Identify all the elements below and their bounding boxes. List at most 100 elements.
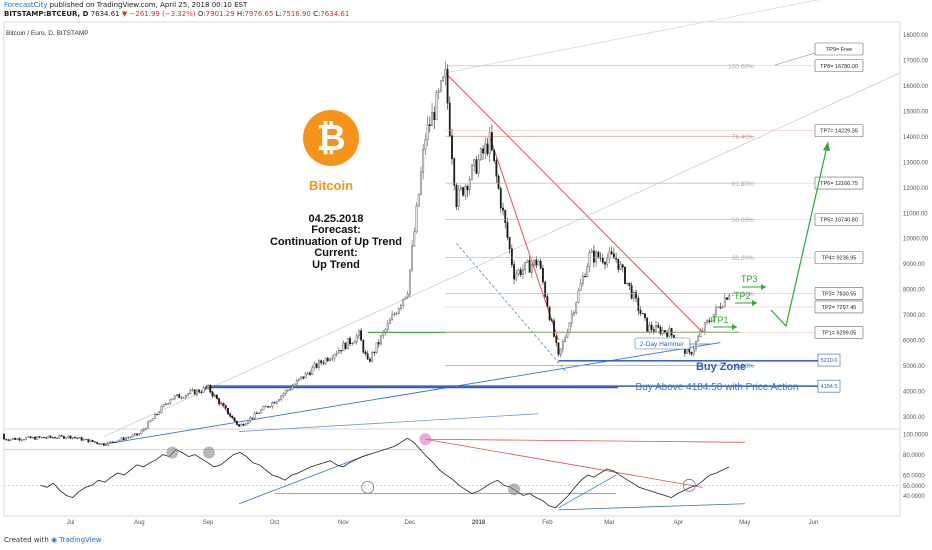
- candle-body: [262, 406, 265, 411]
- candle-body: [11, 438, 14, 440]
- rsi-highlight-marker: [508, 483, 521, 496]
- candle-body: [16, 438, 19, 440]
- candle-body: [34, 436, 36, 440]
- candle-body: [202, 387, 205, 393]
- candle-body: [422, 149, 425, 173]
- candle-body: [204, 387, 207, 389]
- fib-level-label: 38.20%: [732, 255, 754, 262]
- candle-body: [311, 367, 314, 375]
- candle-body: [369, 358, 371, 362]
- candle-body: [326, 358, 329, 361]
- y-tick-label: 4000.00: [903, 389, 925, 395]
- candle-body: [544, 281, 547, 297]
- candle-body: [306, 372, 309, 374]
- buy-zone-price-tag: [817, 379, 841, 393]
- high-label: H:: [236, 10, 245, 18]
- candle-body: [82, 438, 85, 441]
- candle-body: [391, 314, 394, 321]
- candle-body: [468, 179, 471, 191]
- candle-body: [453, 158, 456, 186]
- fib-level-label: 76.40%: [732, 134, 754, 141]
- candle-body: [395, 313, 398, 315]
- candle-body: [275, 400, 278, 404]
- candle-body: [324, 358, 327, 364]
- candle-body: [612, 253, 615, 259]
- projection-arrow-head: [823, 142, 830, 151]
- candle-body: [222, 403, 225, 406]
- candle-body: [120, 437, 123, 441]
- candle-body: [14, 438, 17, 440]
- forecast-text: Continuation of Up Trend: [270, 236, 402, 248]
- candle-body: [415, 205, 418, 233]
- candle-body: [439, 80, 442, 91]
- candle-body: [313, 363, 316, 368]
- candle-body: [109, 441, 112, 443]
- candle-body: [420, 171, 422, 195]
- candle-body: [318, 360, 320, 368]
- y-tick-label: 12000.00: [903, 186, 929, 192]
- candle-body: [726, 297, 728, 300]
- candle-body: [402, 298, 405, 306]
- candle-body: [628, 282, 631, 286]
- candle-body: [695, 341, 697, 350]
- candle-body: [517, 269, 520, 275]
- candle-body: [162, 404, 165, 407]
- candle-body: [58, 435, 61, 439]
- low-value: 7516.90: [281, 10, 311, 18]
- tradingview-logo-icon: ◉: [51, 536, 58, 544]
- candle-body: [320, 360, 323, 364]
- candle-body: [100, 443, 103, 445]
- candle-body: [431, 112, 433, 127]
- candle-body: [604, 262, 606, 265]
- footer-brand[interactable]: TradingView: [59, 536, 102, 544]
- candle-body: [196, 389, 198, 395]
- candle-body: [448, 102, 451, 136]
- author-link[interactable]: ForecastCity: [4, 1, 48, 9]
- candle-body: [5, 438, 8, 441]
- candle-body: [619, 264, 622, 270]
- candle-body: [280, 395, 283, 400]
- candle-body: [304, 372, 307, 379]
- candle-body: [553, 320, 555, 337]
- target-box: TP2= 7297.45: [445, 300, 864, 314]
- resistance-line-main: [444, 72, 703, 333]
- candle-body: [27, 436, 30, 439]
- candle-body: [499, 188, 502, 209]
- candle-body: [533, 259, 535, 266]
- forecast-text: Forecast:: [311, 224, 361, 236]
- candle-body: [670, 328, 673, 336]
- candle-body: [29, 436, 32, 439]
- candle-body: [180, 397, 183, 399]
- candle-body: [346, 338, 349, 350]
- candle-body: [51, 437, 54, 439]
- target-box: TP6= 12166.75: [445, 176, 864, 190]
- candle-body: [191, 389, 194, 392]
- candle-body: [659, 327, 662, 334]
- candle-body: [384, 329, 387, 333]
- rsi-tick-label: 100.0000: [903, 433, 929, 439]
- forecast-text: Up Trend: [312, 259, 360, 271]
- candle-body: [444, 69, 447, 78]
- candle-body: [661, 330, 664, 334]
- candle-body: [38, 436, 41, 438]
- candle-body: [417, 193, 420, 207]
- candle-body: [522, 269, 524, 275]
- candle-body: [606, 257, 609, 265]
- x-tick-label: 2018: [472, 520, 486, 526]
- rsi-circle-marker: [361, 480, 375, 494]
- rsi-highlight-marker: [419, 433, 432, 446]
- candle-body: [353, 341, 356, 344]
- candle-body: [719, 306, 722, 309]
- target-box: TP5= 10740.80: [445, 213, 864, 226]
- candle-body: [703, 322, 706, 332]
- candle-body: [526, 260, 529, 263]
- candle-body: [187, 393, 189, 396]
- candle-body: [242, 423, 245, 426]
- candle-body: [437, 90, 440, 93]
- candle-body: [473, 159, 476, 166]
- candle-body: [67, 435, 70, 439]
- candle-body: [482, 148, 484, 154]
- candle-body: [486, 143, 489, 155]
- candle-body: [380, 335, 382, 345]
